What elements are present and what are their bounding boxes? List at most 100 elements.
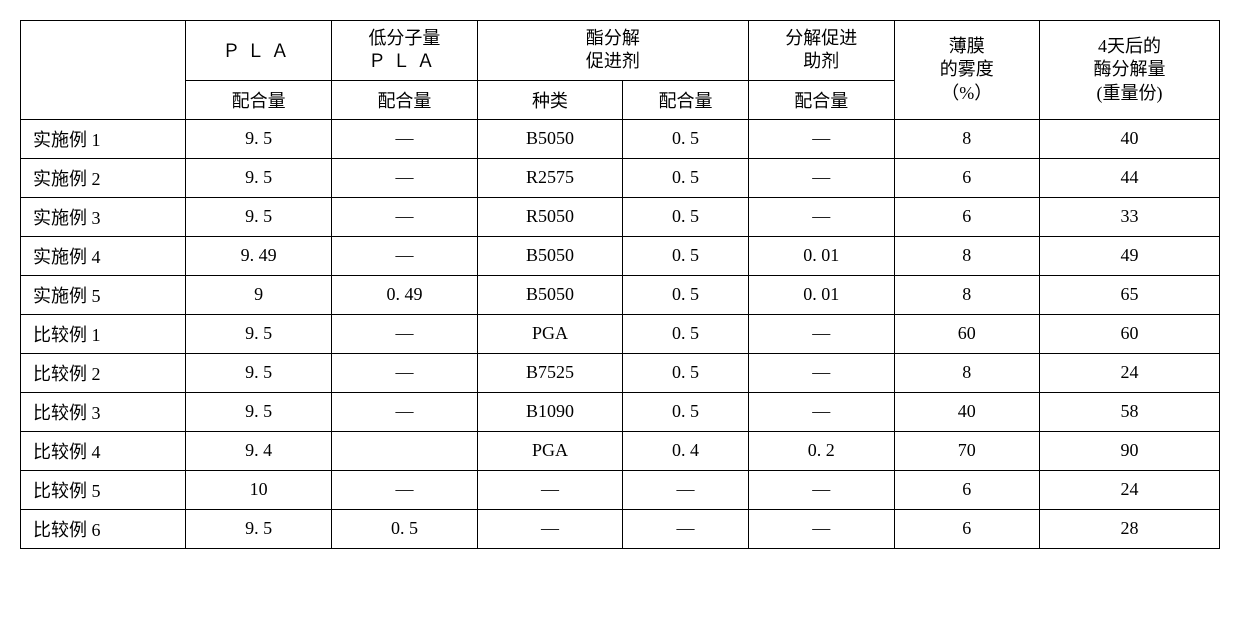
cell-type: R2575 bbox=[477, 158, 622, 197]
cell-type: B1090 bbox=[477, 392, 622, 431]
cell-type: B7525 bbox=[477, 353, 622, 392]
cell-haze: 6 bbox=[894, 197, 1039, 236]
cell-type: — bbox=[477, 509, 622, 548]
header-enzyme-unit: (重量份) bbox=[1096, 83, 1162, 103]
cell-amount: 0. 5 bbox=[623, 119, 749, 158]
cell-pla: 9. 5 bbox=[186, 509, 332, 548]
cell-type: B5050 bbox=[477, 236, 622, 275]
cell-lowmw: 0. 5 bbox=[332, 509, 478, 548]
cell-label: 比较例 6 bbox=[21, 509, 186, 548]
subheader-lowmw-amount: 配合量 bbox=[332, 80, 478, 119]
header-aux-l1: 分解促进 bbox=[785, 28, 857, 48]
cell-amount: 0. 5 bbox=[623, 314, 749, 353]
cell-type: — bbox=[477, 470, 622, 509]
header-haze-unit: （%） bbox=[941, 83, 992, 103]
cell-enzyme: 33 bbox=[1039, 197, 1219, 236]
cell-enzyme: 58 bbox=[1039, 392, 1219, 431]
cell-amount: — bbox=[623, 470, 749, 509]
subheader-type: 种类 bbox=[477, 80, 622, 119]
cell-aux: — bbox=[748, 314, 894, 353]
table-row: 比较例 19. 5—PGA0. 5—6060 bbox=[21, 314, 1220, 353]
cell-type: R5050 bbox=[477, 197, 622, 236]
table-row: 实施例 39. 5—R50500. 5—633 bbox=[21, 197, 1220, 236]
header-ester-l2: 促进剂 bbox=[586, 51, 640, 71]
cell-pla: 9 bbox=[186, 275, 332, 314]
cell-haze: 8 bbox=[894, 353, 1039, 392]
table-row: 实施例 29. 5—R25750. 5—644 bbox=[21, 158, 1220, 197]
cell-pla: 9. 5 bbox=[186, 314, 332, 353]
cell-pla: 9. 5 bbox=[186, 392, 332, 431]
cell-label: 实施例 3 bbox=[21, 197, 186, 236]
cell-lowmw: — bbox=[332, 119, 478, 158]
cell-label: 比较例 5 bbox=[21, 470, 186, 509]
header-haze-l1: 薄膜 bbox=[949, 36, 985, 56]
cell-enzyme: 40 bbox=[1039, 119, 1219, 158]
cell-aux: — bbox=[748, 470, 894, 509]
cell-haze: 70 bbox=[894, 431, 1039, 470]
cell-lowmw: — bbox=[332, 314, 478, 353]
cell-enzyme: 24 bbox=[1039, 470, 1219, 509]
header-lowmw-l2: ＰＬＡ bbox=[368, 51, 441, 71]
cell-amount: — bbox=[623, 509, 749, 548]
cell-aux: 0. 01 bbox=[748, 236, 894, 275]
cell-pla: 10 bbox=[186, 470, 332, 509]
cell-haze: 60 bbox=[894, 314, 1039, 353]
cell-type: PGA bbox=[477, 431, 622, 470]
cell-enzyme: 90 bbox=[1039, 431, 1219, 470]
cell-haze: 6 bbox=[894, 470, 1039, 509]
cell-amount: 0. 5 bbox=[623, 353, 749, 392]
header-aux-l2: 助剂 bbox=[803, 51, 839, 71]
cell-haze: 8 bbox=[894, 119, 1039, 158]
cell-pla: 9. 5 bbox=[186, 353, 332, 392]
cell-haze: 8 bbox=[894, 236, 1039, 275]
cell-type: B5050 bbox=[477, 119, 622, 158]
cell-aux: — bbox=[748, 158, 894, 197]
header-row-1: ＰＬＡ 低分子量 ＰＬＡ 酯分解 促进剂 分解促进 助剂 薄膜 的雾度 （%） … bbox=[21, 21, 1220, 81]
cell-aux: 0. 01 bbox=[748, 275, 894, 314]
cell-lowmw: — bbox=[332, 158, 478, 197]
subheader-aux-amount: 配合量 bbox=[748, 80, 894, 119]
cell-amount: 0. 5 bbox=[623, 236, 749, 275]
table-row: 比较例 29. 5—B75250. 5—824 bbox=[21, 353, 1220, 392]
header-blank bbox=[21, 21, 186, 120]
header-pla: ＰＬＡ bbox=[186, 21, 332, 81]
cell-amount: 0. 4 bbox=[623, 431, 749, 470]
cell-haze: 6 bbox=[894, 158, 1039, 197]
cell-label: 实施例 2 bbox=[21, 158, 186, 197]
subheader-pla-amount: 配合量 bbox=[186, 80, 332, 119]
cell-type: B5050 bbox=[477, 275, 622, 314]
cell-pla: 9. 5 bbox=[186, 197, 332, 236]
table-row: 比较例 69. 50. 5———628 bbox=[21, 509, 1220, 548]
header-film-haze: 薄膜 的雾度 （%） bbox=[894, 21, 1039, 120]
header-lowmw-pla: 低分子量 ＰＬＡ bbox=[332, 21, 478, 81]
cell-lowmw: — bbox=[332, 392, 478, 431]
data-table: ＰＬＡ 低分子量 ＰＬＡ 酯分解 促进剂 分解促进 助剂 薄膜 的雾度 （%） … bbox=[20, 20, 1220, 549]
cell-enzyme: 65 bbox=[1039, 275, 1219, 314]
cell-enzyme: 44 bbox=[1039, 158, 1219, 197]
header-ester-l1: 酯分解 bbox=[586, 28, 640, 48]
header-lowmw-l1: 低分子量 bbox=[368, 28, 440, 48]
cell-label: 实施例 5 bbox=[21, 275, 186, 314]
cell-lowmw: — bbox=[332, 236, 478, 275]
cell-haze: 6 bbox=[894, 509, 1039, 548]
table-row: 实施例 49. 49—B50500. 50. 01849 bbox=[21, 236, 1220, 275]
cell-pla: 9. 49 bbox=[186, 236, 332, 275]
cell-label: 比较例 3 bbox=[21, 392, 186, 431]
table-row: 比较例 49. 4PGA0. 40. 27090 bbox=[21, 431, 1220, 470]
cell-aux: 0. 2 bbox=[748, 431, 894, 470]
cell-amount: 0. 5 bbox=[623, 158, 749, 197]
cell-haze: 40 bbox=[894, 392, 1039, 431]
cell-amount: 0. 5 bbox=[623, 392, 749, 431]
table-row: 实施例 590. 49B50500. 50. 01865 bbox=[21, 275, 1220, 314]
table-row: 比较例 39. 5—B10900. 5—4058 bbox=[21, 392, 1220, 431]
table-body: 实施例 19. 5—B50500. 5—840实施例 29. 5—R25750.… bbox=[21, 119, 1220, 548]
cell-aux: — bbox=[748, 197, 894, 236]
cell-amount: 0. 5 bbox=[623, 197, 749, 236]
cell-label: 实施例 1 bbox=[21, 119, 186, 158]
header-enzyme-4d: 4天后的 酶分解量 (重量份) bbox=[1039, 21, 1219, 120]
header-ester-promoter: 酯分解 促进剂 bbox=[477, 21, 748, 81]
cell-enzyme: 24 bbox=[1039, 353, 1219, 392]
cell-pla: 9. 4 bbox=[186, 431, 332, 470]
cell-type: PGA bbox=[477, 314, 622, 353]
cell-aux: — bbox=[748, 119, 894, 158]
